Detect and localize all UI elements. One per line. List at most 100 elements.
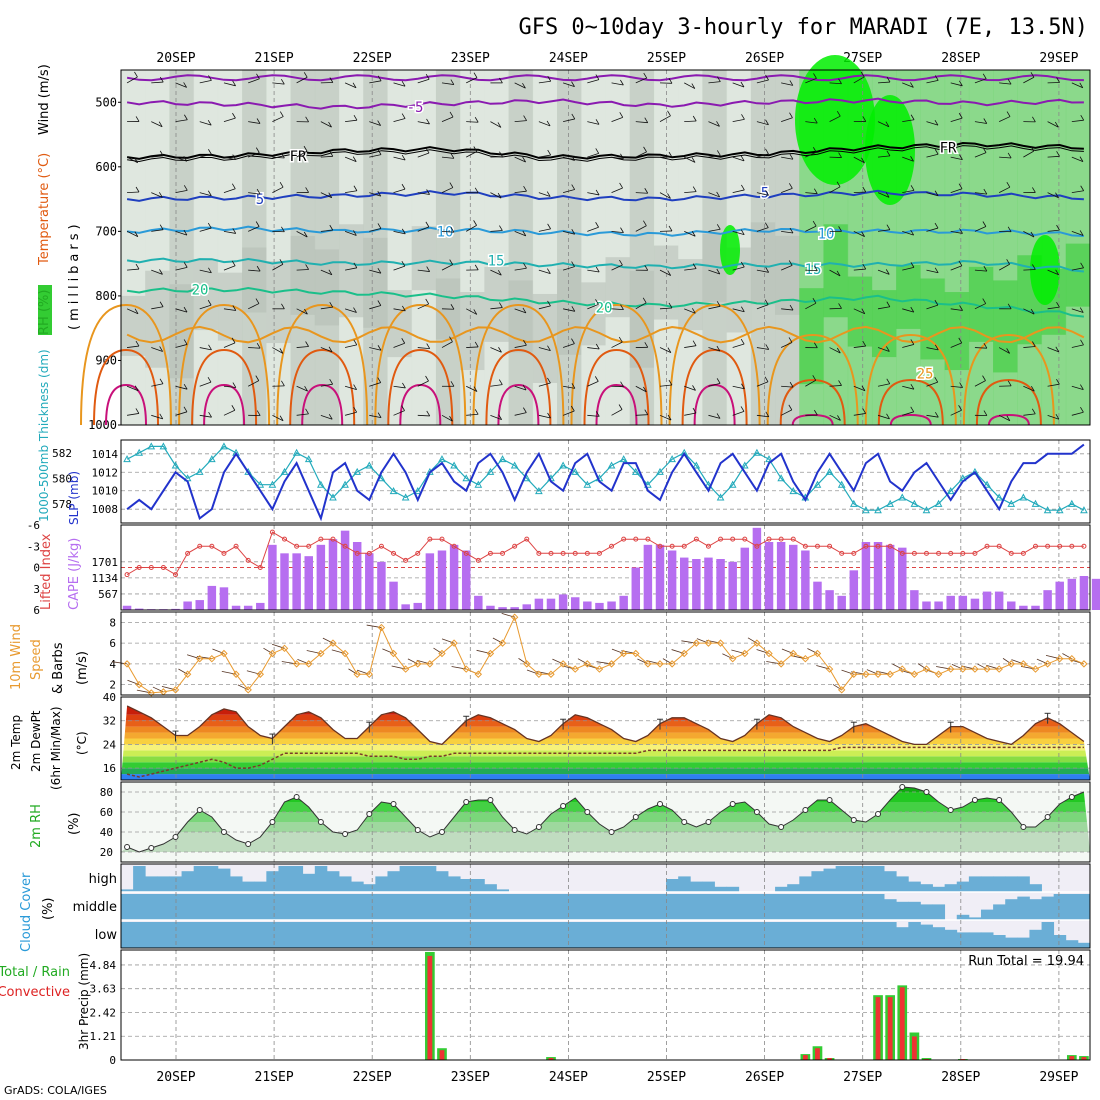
wind-barb (328, 121, 332, 128)
wind-speed-point (1056, 654, 1064, 663)
rh-point (584, 809, 591, 815)
wind-barb (402, 382, 406, 389)
cloud-bar (1077, 894, 1091, 920)
wind-barb (983, 118, 988, 124)
thickness-point (208, 455, 216, 463)
cloud-bar (714, 894, 728, 920)
wind-barb (910, 185, 915, 191)
rh-point (971, 797, 978, 803)
wind-barb (1023, 346, 1036, 348)
wind-barb (207, 376, 212, 383)
cloud-bar (932, 904, 946, 920)
wind-barb (644, 265, 649, 271)
rh-point (196, 807, 203, 813)
thickness-point (849, 499, 858, 507)
cloud-bar (242, 894, 255, 920)
cloud-bar (859, 922, 873, 948)
li-tick-label: 0 (33, 562, 40, 575)
wind-barb (490, 121, 502, 128)
wind-barb (223, 188, 236, 194)
cape-bar (461, 550, 471, 610)
date-label-top: 29SEP (1039, 51, 1078, 66)
rh-shading-patch (678, 259, 703, 331)
date-label-bottom: 21SEP (255, 1070, 294, 1085)
thickness-point (329, 493, 337, 501)
wind-barb (344, 411, 357, 416)
wind-barb (352, 82, 357, 88)
wind-speed-point (401, 665, 410, 673)
cloud-level-label: low (95, 928, 118, 943)
wind-barb (466, 151, 477, 158)
cloud-bar (750, 922, 764, 948)
cape-bar (898, 547, 907, 610)
wind-barb (377, 190, 382, 197)
temp-label-c: (6hr Min/Max) (49, 707, 63, 791)
cloud-bar (980, 932, 994, 948)
date-label-top: 26SEP (745, 51, 784, 66)
cape-label: CAPE (J/kg) (67, 538, 82, 610)
cloud-bar (787, 922, 800, 948)
wind-barb (256, 342, 261, 349)
rh-shading-patch (896, 264, 921, 329)
wind-speed-point (377, 623, 386, 632)
wind-barb (910, 114, 915, 120)
cloud-bar (460, 879, 473, 892)
wind-barb (877, 383, 890, 387)
cloud-bar (1017, 896, 1030, 920)
cloud-bar (666, 894, 679, 920)
warm-contour (779, 378, 846, 426)
rh-point (681, 819, 688, 825)
rh-point (317, 819, 324, 825)
wind-barb (232, 80, 236, 87)
wind-barb (708, 382, 721, 387)
wind-barb (159, 269, 163, 275)
cloud-bar (775, 922, 788, 948)
cloud-bar (799, 922, 812, 948)
cloud-bar (896, 927, 909, 948)
wind-barb (659, 347, 672, 353)
contour-label: 5 (761, 186, 769, 202)
surface-wind-barb (577, 658, 588, 665)
wind-barb (248, 347, 261, 349)
thickness-point (571, 467, 580, 475)
cloud-label-b: (%) (41, 898, 56, 921)
wind-barb (134, 157, 138, 163)
thickness-point (607, 461, 616, 469)
wind-barb (862, 408, 867, 414)
cloud-bar (411, 922, 425, 948)
cloud-bar (181, 922, 195, 948)
cape-bar (583, 601, 592, 610)
wind-barb (207, 190, 212, 196)
wind-barb (910, 306, 915, 313)
wind-barb (393, 82, 406, 87)
wind-barb (667, 414, 672, 421)
surface-wind-barb (662, 658, 673, 665)
li-point (536, 550, 542, 556)
warm-contour (570, 303, 663, 426)
thickness-point (1067, 499, 1076, 507)
cape-bar (280, 553, 289, 610)
wind-speed-point (825, 665, 834, 673)
cloud-bar (145, 894, 158, 920)
wind-barb (546, 120, 551, 127)
li-label: Lifted Index (39, 533, 54, 610)
wind-barb (401, 260, 406, 267)
wind-barb (571, 383, 576, 389)
cloud-bar (157, 876, 170, 892)
wind-barb (272, 156, 285, 159)
rh-point (996, 797, 1003, 803)
wind-barb (563, 230, 575, 235)
wind-barb (877, 269, 890, 275)
thickness-point (910, 499, 919, 507)
wind-speed-point (365, 670, 374, 678)
wind-barb (320, 229, 333, 232)
wind-barb (926, 304, 939, 310)
wind-barb (983, 265, 988, 272)
thickness-point (1007, 499, 1016, 507)
thickness-point (304, 455, 313, 463)
wind-barb (950, 117, 963, 123)
wind-barb (248, 192, 261, 195)
li-point (778, 536, 784, 542)
warm-contour (962, 333, 1055, 426)
cloud-bar (750, 894, 764, 920)
